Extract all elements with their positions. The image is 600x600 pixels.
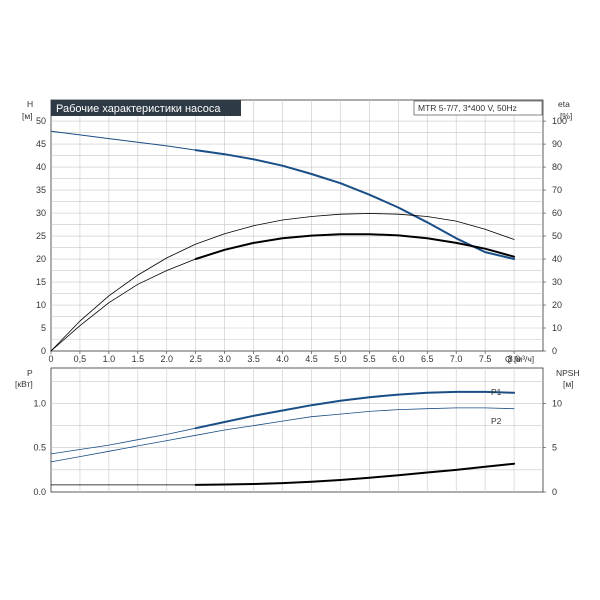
- y-tick-label-left: 15: [36, 277, 46, 287]
- power-panel: P [кВт] NPSH [м] P1 P2 0.0 0.5 1.0 0 5 10: [15, 367, 580, 497]
- y-tick-label-left: 0.0: [33, 487, 46, 497]
- model-label: MTR 5-7/7, 3*400 V, 50Hz: [418, 103, 517, 113]
- p1-series-label: P1: [491, 387, 502, 397]
- performance-panel: Рабочие характеристики насоса MTR 5-7/7,…: [22, 99, 572, 364]
- y-tick-label-left: 25: [36, 231, 46, 241]
- performance-ticks: 0 0,5 1.0 1.5 2.0 2.5 3.0 3.5 4.0 4.5 5.0 5.5 6.0 6.5…: [36, 116, 567, 364]
- power-curves: [50, 390, 516, 486]
- y-tick-label-right: 90: [552, 139, 562, 149]
- y-tick-label-right: 30: [552, 277, 562, 287]
- y-tick-label-right: 5: [552, 443, 557, 453]
- x-tick-label: 7.5: [479, 354, 492, 364]
- chart-title: Рабочие характеристики насоса: [56, 103, 221, 115]
- y-tick-label-left: 50: [36, 116, 46, 126]
- flow-axis-label: Q [м³/ч]: [505, 354, 534, 364]
- x-tick-label: 6.0: [392, 354, 405, 364]
- performance-grid: [51, 100, 543, 351]
- y-tick-label-left: 35: [36, 185, 46, 195]
- curve-p1-thick: [194, 390, 516, 430]
- x-tick-label: 1.0: [103, 354, 116, 364]
- y-tick-label-left: 1.0: [33, 398, 46, 408]
- x-tick-label: 3.0: [218, 354, 231, 364]
- title-bar: [51, 100, 241, 116]
- y-tick-label-right: 20: [552, 300, 562, 310]
- power-ticks: 0.0 0.5 1.0 0 5 10: [33, 398, 562, 497]
- curve-p1-thin: [50, 427, 197, 455]
- npsh-axis-label: NPSH: [556, 368, 580, 378]
- curve-eta-thin-upper: [50, 213, 515, 352]
- y-tick-label-right: 50: [552, 231, 562, 241]
- x-tick-label: 0,5: [74, 354, 87, 364]
- p2-series-label: P2: [491, 416, 502, 426]
- power-frame: [50, 367, 544, 493]
- x-tick-label: 4.0: [276, 354, 289, 364]
- power-axis-unit: [кВт]: [15, 379, 33, 389]
- x-tick-label: 1.5: [132, 354, 145, 364]
- y-tick-label-left: 0.5: [33, 443, 46, 453]
- x-tick-label: 5.0: [334, 354, 347, 364]
- x-tick-label: 7.0: [450, 354, 463, 364]
- y-tick-label-right: 0: [552, 346, 557, 356]
- x-tick-label: 5.5: [363, 354, 376, 364]
- curve-eta-thin-lower: [50, 258, 197, 352]
- y-tick-label-right: 10: [552, 398, 562, 408]
- x-tick-label: 6.5: [421, 354, 434, 364]
- curve-p2: [50, 407, 515, 463]
- x-tick-label: 8.0: [508, 354, 521, 364]
- model-box: [413, 100, 543, 116]
- y-tick-label-right: 0: [552, 487, 557, 497]
- y-tick-label-right: 60: [552, 208, 562, 218]
- eta-axis-label: eta: [558, 99, 570, 109]
- y-tick-label-right: 40: [552, 254, 562, 264]
- x-tick-label: 4.5: [305, 354, 318, 364]
- y-tick-label-left: 45: [36, 139, 46, 149]
- curve-eta-thick: [194, 233, 516, 260]
- head-axis-label: H: [27, 99, 33, 109]
- y-tick-label-left: 10: [36, 300, 46, 310]
- y-tick-label-right: 10: [552, 323, 562, 333]
- y-tick-label-right: 70: [552, 185, 562, 195]
- head-axis-unit: [м]: [22, 111, 33, 121]
- curve-npsh-thick: [194, 462, 516, 486]
- y-tick-label-left: 0: [41, 346, 46, 356]
- npsh-axis-unit: [м]: [563, 379, 574, 389]
- x-tick-label: 3.5: [247, 354, 260, 364]
- y-tick-label-left: 5: [41, 323, 46, 333]
- eta-axis-unit: [%]: [560, 111, 572, 121]
- performance-curves: [50, 130, 516, 352]
- y-tick-label-left: 30: [36, 208, 46, 218]
- x-tick-label: 0: [48, 354, 53, 364]
- x-tick-label: 2.5: [189, 354, 202, 364]
- y-tick-label-right: 80: [552, 162, 562, 172]
- performance-frame: [50, 99, 544, 352]
- y-tick-label-right: 100: [552, 116, 567, 126]
- x-tick-label: 2.0: [161, 354, 174, 364]
- curve-head-thin: [50, 130, 197, 151]
- power-axis-label: P: [27, 368, 33, 378]
- curve-head-thick: [194, 149, 516, 260]
- y-tick-label-left: 20: [36, 254, 46, 264]
- y-tick-label-left: 40: [36, 162, 46, 172]
